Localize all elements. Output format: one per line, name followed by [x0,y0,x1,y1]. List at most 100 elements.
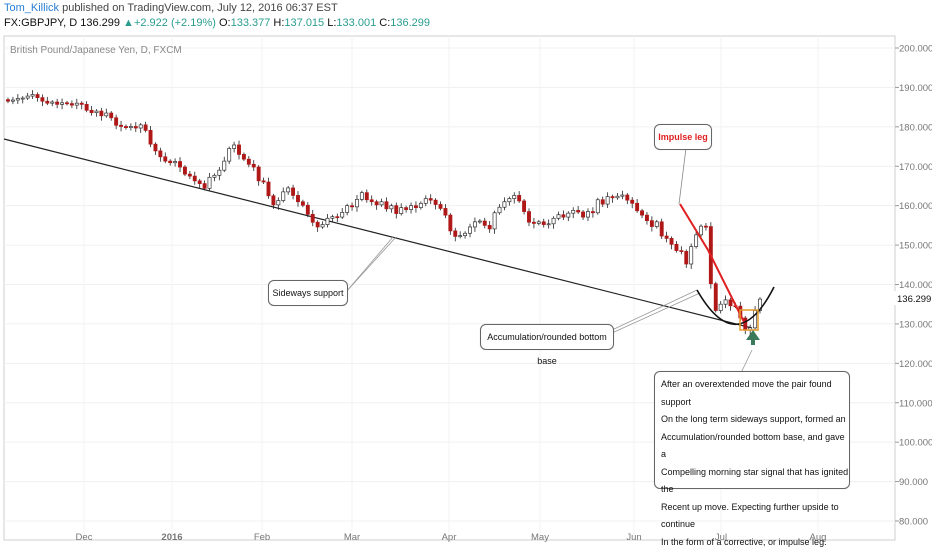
candle-body [316,222,319,227]
candle-body [459,236,462,237]
candle-body [631,200,634,203]
candle-body [65,103,68,104]
candle-body [257,167,260,181]
comment-line: Recent up move. Expecting further upside… [661,499,849,534]
candle-body [262,181,265,182]
candle-body [287,188,290,192]
candle-body [596,200,599,213]
candle-body [119,125,122,126]
candle-body [483,221,486,225]
candle-body [675,244,678,250]
y-tick-label: 130.000 [899,319,932,330]
candle-body [252,164,255,167]
candle-body [454,231,457,237]
candle-body [714,284,717,311]
candle-body [626,195,629,200]
candle-body [463,233,466,235]
candle-body [699,226,702,235]
y-tick-label: 180.000 [899,122,932,133]
accumulation-annotation[interactable]: Accumulation/rounded bottom base [480,324,614,350]
candle-body [419,203,422,207]
candle-body [301,202,304,206]
candle-body [51,102,54,103]
candle-body [232,145,235,149]
candle-body [695,235,698,247]
candle-body [478,221,481,222]
candle-body [503,202,506,208]
candle-body [704,226,707,227]
candle-body [267,182,270,196]
candle-body [729,300,732,306]
sideways-support-annotation[interactable]: Sideways support [268,280,348,306]
candle-body [562,215,565,217]
candle-body [208,177,211,188]
x-tick-label: Apr [442,532,457,543]
y-tick-label: 140.000 [899,280,932,291]
candle-body [522,201,525,212]
candle-body [513,195,516,198]
x-tick-label: Feb [254,532,270,543]
x-tick-label: Mar [344,532,360,543]
candle-body [139,125,142,128]
candle-body [395,206,398,214]
x-tick-label: Dec [76,532,93,543]
candle-body [444,208,447,215]
impulse-label-text: Impulse leg [658,132,708,142]
y-axis: 200.000190.000180.000170.000160.000150.0… [895,44,932,528]
y-tick-label: 170.000 [899,162,932,173]
y-tick-label: 110.000 [899,398,932,409]
candle-body [350,206,353,207]
candle-body [355,199,358,206]
candle-body [21,98,24,99]
candle-body [228,149,231,162]
candle-body [6,100,9,102]
candle-body [400,208,403,214]
candle-body [409,206,412,210]
candle-body [581,212,584,217]
candle-body [272,196,275,205]
candle-body [277,201,280,205]
candle-body [488,225,491,229]
candle-body [518,195,521,201]
y-tick-label: 200.000 [899,44,932,55]
analysis-comment[interactable]: After an overextended move the pair foun… [654,371,850,489]
comment-line: On the long term sideways support, forme… [661,411,849,429]
candle-body [680,251,683,252]
y-tick-label: 100.000 [899,438,932,449]
candle-body [183,167,186,174]
candle-body [606,197,609,204]
candle-body [616,196,619,198]
x-tick-label: May [531,532,549,543]
candle-body [110,113,113,118]
candle-body [385,202,388,209]
candle-body [31,95,34,97]
candle-body [640,211,643,215]
impulse-leg-annotation[interactable]: Impulse leg [654,124,712,150]
candle-body [719,304,722,310]
comment-line: After an overextended move the pair foun… [661,376,849,411]
candle-body [336,217,339,218]
candle-body [360,193,363,200]
candle-body [306,205,309,214]
candle-body [95,111,98,113]
candle-body [203,184,206,189]
candle-body [134,126,137,128]
candle-body [365,193,368,200]
candle-body [178,162,181,168]
candle-body [611,197,614,198]
candle-body [645,215,648,221]
candle-body [296,195,299,201]
candle-body [188,174,191,176]
comment-line: Accumulation/rounded bottom base, and ga… [661,429,849,464]
candle-body [601,200,604,204]
y-tick-label: 160.000 [899,201,932,212]
chart-title: British Pound/Japanese Yen, D, FXCM [10,45,182,56]
candle-body [655,222,658,227]
x-tick-label: Jun [626,532,641,543]
candle-body [552,218,555,224]
candle-body [572,210,575,213]
candle-body [90,110,93,112]
candle-body [237,145,240,154]
y-tick-label: 150.000 [899,241,932,252]
candle-body [557,215,560,219]
